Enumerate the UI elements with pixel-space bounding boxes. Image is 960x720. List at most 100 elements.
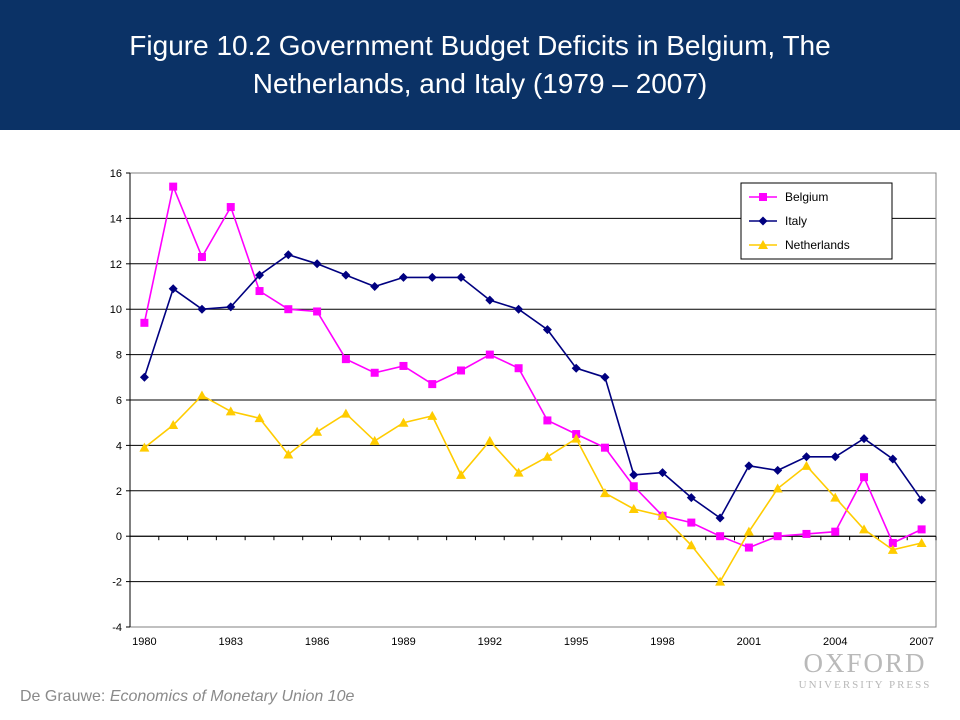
data-point-netherlands [715,576,726,586]
y-tick-label: 16 [110,168,122,180]
data-point-netherlands [801,460,812,470]
data-point-italy [226,302,236,312]
data-point-netherlands [456,469,467,479]
data-point-belgium [255,287,264,296]
data-point-netherlands [283,449,294,459]
data-point-italy [168,284,178,294]
data-point-italy [686,493,696,503]
data-point-italy [801,452,811,462]
data-point-italy [197,304,207,314]
line-chart: -4 -2 0 2 4 6 8 10 12 14 16 1980 1983 1986 1989 1992 199… [110,168,937,648]
data-point-belgium [226,203,235,212]
x-tick-label: 1992 [478,636,502,648]
page-title: Figure 10.2 Government Budget Deficits i… [50,27,910,103]
data-point-netherlands [225,406,236,416]
data-point-italy [427,272,437,282]
y-tick-label: 4 [116,440,122,452]
data-point-italy [658,468,668,478]
data-point-italy [255,270,265,280]
y-tick-label: 2 [116,486,122,498]
x-tick-label: 2004 [823,636,847,648]
y-tick-label: -2 [112,577,122,589]
y-tick-label: 12 [110,259,122,271]
title-bar: Figure 10.2 Government Budget Deficits i… [0,0,960,130]
data-point-belgium [831,527,840,536]
data-point-belgium [860,473,869,482]
data-point-belgium [197,252,206,261]
data-point-netherlands [628,503,639,513]
data-point-belgium [399,361,408,370]
data-point-italy [139,372,149,382]
data-point-belgium [888,539,897,548]
data-point-netherlands [427,410,438,420]
data-point-italy [398,272,408,282]
publisher-logo-line1: OXFORD [803,648,927,678]
data-point-netherlands [571,433,582,443]
data-point-italy [485,295,495,305]
data-point-italy [456,272,466,282]
data-point-italy [514,304,524,314]
data-point-netherlands [196,390,207,400]
data-point-belgium [514,364,523,373]
data-point-netherlands [340,408,351,418]
data-point-netherlands [542,451,553,461]
data-point-italy [917,495,927,505]
data-point-belgium [543,416,552,425]
data-point-italy [830,452,840,462]
data-point-italy [600,372,610,382]
data-point-netherlands [599,488,610,498]
legend-label-netherlands: Netherlands [785,238,850,252]
y-tick-label: 10 [110,304,122,316]
data-point-netherlands [369,435,380,445]
x-tick-label: 2001 [737,636,761,648]
y-tick-label: 6 [116,395,122,407]
y-tick-label: 0 [116,531,122,543]
y-tick-label: 14 [110,213,122,225]
series-line-netherlands [143,394,922,584]
y-tick-label: -4 [112,622,122,634]
data-point-belgium [600,443,609,452]
data-point-netherlands [859,524,870,534]
publisher-logo-line2: UNIVERSITY PRESS [798,679,932,691]
data-point-italy [859,434,869,444]
legend-marker-belgium [759,193,767,201]
data-point-belgium [428,380,437,389]
data-point-italy [341,270,351,280]
x-tick-label: 2007 [909,636,933,648]
data-point-netherlands [254,413,265,423]
data-point-belgium [313,307,322,316]
data-point-netherlands [312,426,323,436]
legend-marker-italy [758,216,768,226]
data-point-belgium [169,182,178,191]
data-point-netherlands [398,417,409,427]
data-point-netherlands [484,435,495,445]
data-point-belgium [744,543,753,552]
data-point-italy [542,325,552,335]
data-point-netherlands [657,510,668,520]
data-point-belgium [773,532,782,541]
data-point-belgium [284,305,293,314]
data-point-belgium [687,518,696,527]
legend-marker-netherlands [758,240,768,249]
data-point-italy [312,259,322,269]
y-tick-label: 8 [116,350,122,362]
data-point-netherlands [513,467,524,477]
x-tick-label: 1986 [305,636,329,648]
series-line-belgium [143,183,922,549]
data-point-netherlands [830,492,841,502]
footer-book-title: Economics of Monetary Union 10e [109,688,355,705]
data-point-netherlands [887,544,898,554]
footer-author: De Grauwe: [20,688,110,705]
data-point-italy [744,461,754,471]
data-point-belgium [917,525,926,534]
data-point-belgium [457,366,466,375]
data-point-belgium [140,318,149,327]
data-point-italy [283,250,293,260]
data-point-belgium [802,529,811,538]
data-point-italy [888,454,898,464]
publisher-logo: OXFORD UNIVERSITY PRESS [790,648,940,692]
title-line-2: Netherlands, and Italy (1979 – 2007) [252,68,708,99]
data-point-netherlands [916,538,927,548]
title-line-1: Figure 10.2 Government Budget Deficits i… [129,30,831,61]
data-point-italy [370,282,380,291]
